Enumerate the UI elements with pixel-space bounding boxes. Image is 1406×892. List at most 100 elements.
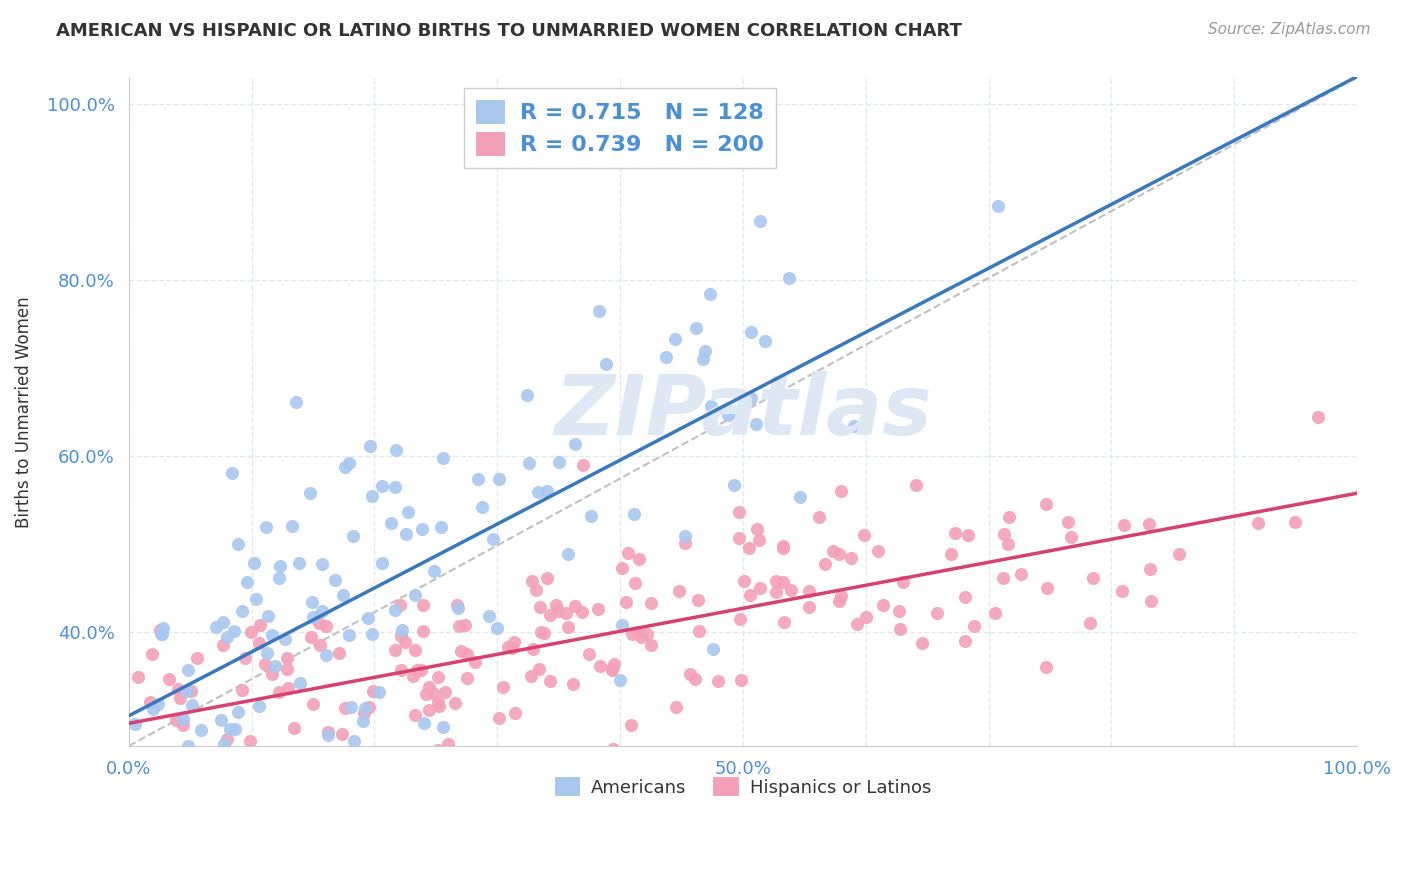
Point — [157, 673, 180, 687]
Point — [536, 484, 558, 499]
Point — [564, 599, 586, 614]
Point — [176, 683, 198, 698]
Point — [842, 418, 865, 433]
Point — [772, 541, 794, 555]
Point — [488, 711, 510, 725]
Point — [717, 408, 740, 422]
Point — [987, 198, 1010, 212]
Point — [281, 518, 304, 533]
Point — [256, 519, 278, 533]
Point — [288, 676, 311, 690]
Text: AMERICAN VS HISPANIC OR LATINO BIRTHS TO UNMARRIED WOMEN CORRELATION CHART: AMERICAN VS HISPANIC OR LATINO BIRTHS TO… — [56, 22, 962, 40]
Point — [249, 698, 271, 713]
Point — [522, 641, 544, 656]
Point — [347, 756, 370, 771]
Point — [339, 456, 361, 470]
Point — [276, 662, 298, 676]
Point — [845, 616, 868, 631]
Point — [723, 478, 745, 492]
Point — [177, 739, 200, 753]
Point — [588, 304, 610, 318]
Point — [1139, 561, 1161, 575]
Point — [830, 589, 852, 603]
Point — [464, 655, 486, 669]
Point — [456, 648, 478, 662]
Point — [211, 783, 233, 797]
Point — [228, 537, 250, 551]
Point — [309, 638, 332, 652]
Point — [564, 437, 586, 451]
Point — [997, 536, 1019, 550]
Point — [991, 571, 1014, 585]
Point — [956, 528, 979, 542]
Point — [655, 350, 678, 364]
Point — [352, 714, 374, 729]
Point — [1060, 530, 1083, 544]
Point — [602, 742, 624, 756]
Point — [193, 772, 215, 787]
Point — [668, 583, 690, 598]
Point — [827, 594, 849, 608]
Point — [492, 681, 515, 695]
Point — [211, 762, 233, 776]
Point — [748, 533, 770, 547]
Point — [630, 630, 652, 644]
Point — [1112, 517, 1135, 532]
Point — [212, 737, 235, 751]
Point — [530, 625, 553, 640]
Point — [343, 734, 366, 748]
Point — [456, 671, 478, 685]
Point — [432, 720, 454, 734]
Point — [231, 683, 253, 698]
Point — [304, 747, 326, 762]
Point — [544, 598, 567, 612]
Point — [148, 698, 170, 712]
Point — [432, 450, 454, 465]
Point — [434, 685, 457, 699]
Point — [287, 556, 309, 570]
Point — [340, 756, 363, 771]
Point — [446, 599, 468, 613]
Point — [385, 442, 408, 457]
Point — [450, 644, 472, 658]
Text: Source: ZipAtlas.com: Source: ZipAtlas.com — [1208, 22, 1371, 37]
Point — [384, 642, 406, 657]
Point — [150, 627, 173, 641]
Point — [754, 334, 776, 348]
Point — [1308, 409, 1330, 424]
Point — [693, 343, 716, 358]
Point — [501, 640, 523, 655]
Point — [612, 560, 634, 574]
Point — [772, 539, 794, 553]
Point — [356, 611, 378, 625]
Point — [169, 691, 191, 706]
Point — [239, 734, 262, 748]
Point — [217, 732, 239, 747]
Point — [524, 583, 547, 598]
Point — [353, 706, 375, 720]
Point — [828, 547, 851, 561]
Point — [224, 624, 246, 639]
Point — [536, 571, 558, 585]
Point — [342, 529, 364, 543]
Point — [389, 663, 412, 677]
Point — [616, 595, 638, 609]
Point — [538, 607, 561, 622]
Point — [731, 406, 754, 420]
Point — [1010, 566, 1032, 581]
Point — [426, 743, 449, 757]
Point — [371, 478, 394, 492]
Point — [1035, 660, 1057, 674]
Point — [813, 558, 835, 572]
Point — [925, 606, 948, 620]
Point — [190, 723, 212, 737]
Point — [211, 743, 233, 757]
Point — [427, 698, 450, 713]
Point — [779, 583, 801, 598]
Point — [262, 628, 284, 642]
Point — [953, 634, 976, 648]
Point — [852, 528, 875, 542]
Point — [274, 783, 297, 797]
Point — [299, 485, 322, 500]
Point — [423, 564, 446, 578]
